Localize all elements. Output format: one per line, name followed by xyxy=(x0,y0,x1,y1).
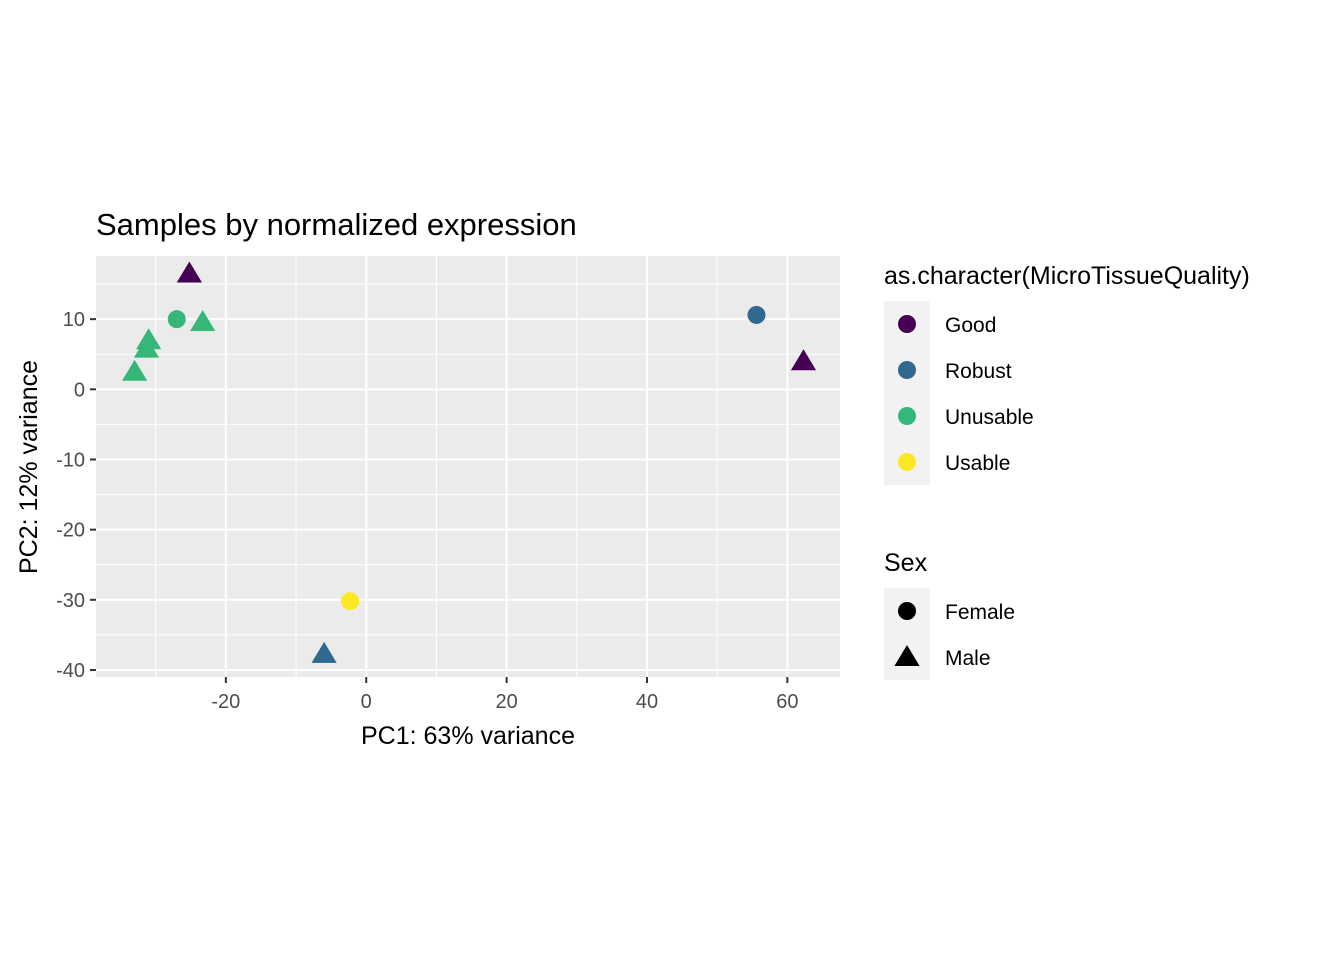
major-gridlines xyxy=(96,256,840,677)
y-axis-ticks: -40 -30 -20 -10 0 10 xyxy=(56,309,96,682)
legend-key-male xyxy=(894,645,920,666)
legend-label: Male xyxy=(945,647,991,670)
legend-key-usable xyxy=(898,453,916,471)
legend-key-female xyxy=(898,602,916,620)
data-point-unusable-male xyxy=(190,309,216,331)
y-axis-title: PC2: 12% variance xyxy=(15,360,43,574)
minor-gridlines xyxy=(96,256,840,677)
data-point-usable-female xyxy=(341,592,360,611)
x-tick-label: -20 xyxy=(211,691,240,713)
legend-label: Unusable xyxy=(945,406,1034,429)
data-point-unusable-male xyxy=(133,336,160,358)
legend-title: Sex xyxy=(884,549,928,577)
legend-key-background xyxy=(884,588,930,680)
y-tick-label: -10 xyxy=(56,449,85,471)
legend-key-unusable xyxy=(898,407,916,425)
data-points xyxy=(122,261,817,663)
legend-label: Robust xyxy=(945,360,1012,383)
x-tick-label: 0 xyxy=(361,691,372,713)
plot-panel xyxy=(96,256,840,677)
legend-label: Usable xyxy=(945,452,1010,475)
data-point-good-male xyxy=(176,261,202,283)
y-tick-label: -30 xyxy=(56,590,85,612)
x-tick-label: 20 xyxy=(495,691,517,713)
y-tick-label: -20 xyxy=(56,520,85,542)
data-point-good-male xyxy=(790,349,817,371)
data-point-robust-male xyxy=(311,641,337,663)
data-point-robust-female xyxy=(747,305,766,324)
legends: as.character(MicroTissueQuality) Good Robu… xyxy=(884,262,1250,680)
x-tick-label: 40 xyxy=(636,691,658,713)
legend-label: Female xyxy=(945,601,1015,624)
chart-title: Samples by normalized expression xyxy=(96,207,577,242)
x-tick-label: 60 xyxy=(776,691,798,713)
data-point-unusable-male xyxy=(122,359,148,381)
legend-label: Good xyxy=(945,314,996,337)
x-axis-title: PC1: 63% variance xyxy=(361,722,575,750)
legend-title: as.character(MicroTissueQuality) xyxy=(884,262,1250,290)
y-tick-label: 0 xyxy=(74,379,85,401)
legend-key-robust xyxy=(898,361,916,379)
x-axis-ticks: -20 0 20 40 60 xyxy=(211,677,798,713)
data-point-unusable-female xyxy=(167,310,186,329)
y-tick-label: 10 xyxy=(63,309,85,331)
legend-key-good xyxy=(898,315,916,333)
y-tick-label: -40 xyxy=(56,660,85,682)
